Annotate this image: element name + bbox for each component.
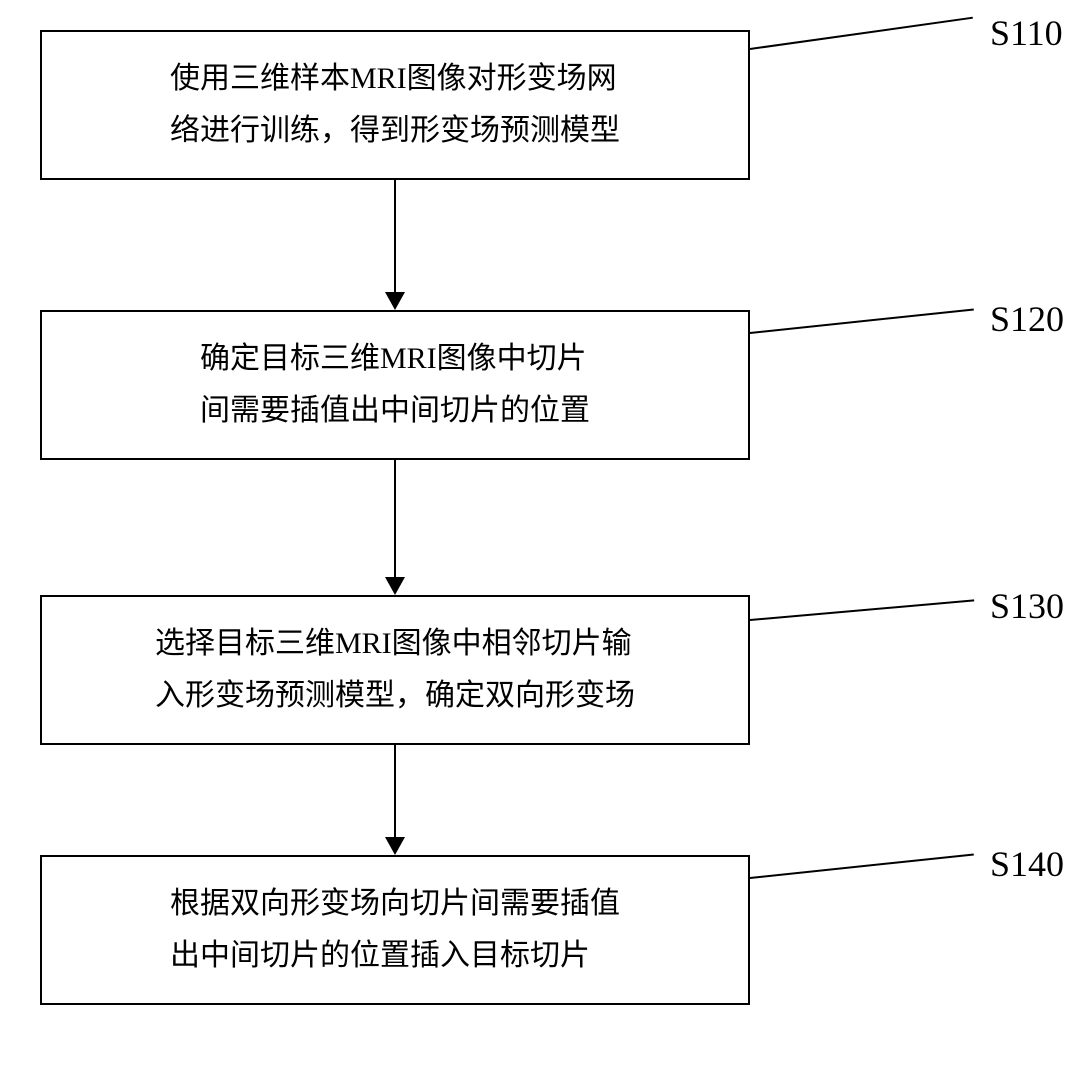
step-text-s120: 确定目标三维MRI图像中切片间需要插值出中间切片的位置 bbox=[200, 333, 590, 438]
leader-line-s130 bbox=[750, 599, 974, 621]
step-s110: 使用三维样本MRI图像对形变场网络进行训练，得到形变场预测模型 S110 bbox=[40, 30, 1040, 180]
arrow-down-icon bbox=[375, 745, 415, 855]
arrow-container-2 bbox=[40, 460, 750, 595]
step-box-s120: 确定目标三维MRI图像中切片间需要插值出中间切片的位置 bbox=[40, 310, 750, 460]
leader-line-s140 bbox=[750, 853, 974, 879]
step-text-s140: 根据双向形变场向切片间需要插值出中间切片的位置插入目标切片 bbox=[170, 878, 620, 983]
leader-line-s120 bbox=[750, 308, 974, 334]
flowchart-container: 使用三维样本MRI图像对形变场网络进行训练，得到形变场预测模型 S110 确定目… bbox=[40, 30, 1040, 1005]
step-box-s130: 选择目标三维MRI图像中相邻切片输入形变场预测模型，确定双向形变场 bbox=[40, 595, 750, 745]
step-label-s110: S110 bbox=[990, 12, 1063, 54]
arrow-down-icon bbox=[375, 180, 415, 310]
step-label-s130: S130 bbox=[990, 585, 1064, 627]
step-text-s130: 选择目标三维MRI图像中相邻切片输入形变场预测模型，确定双向形变场 bbox=[155, 618, 635, 723]
step-s140: 根据双向形变场向切片间需要插值出中间切片的位置插入目标切片 S140 bbox=[40, 855, 1040, 1005]
step-box-s140: 根据双向形变场向切片间需要插值出中间切片的位置插入目标切片 bbox=[40, 855, 750, 1005]
step-s130: 选择目标三维MRI图像中相邻切片输入形变场预测模型，确定双向形变场 S130 bbox=[40, 595, 1040, 745]
arrow-container-1 bbox=[40, 180, 750, 310]
step-label-s140: S140 bbox=[990, 843, 1064, 885]
step-label-s120: S120 bbox=[990, 298, 1064, 340]
step-text-s110: 使用三维样本MRI图像对形变场网络进行训练，得到形变场预测模型 bbox=[170, 53, 620, 158]
step-s120: 确定目标三维MRI图像中切片间需要插值出中间切片的位置 S120 bbox=[40, 310, 1040, 460]
step-box-s110: 使用三维样本MRI图像对形变场网络进行训练，得到形变场预测模型 bbox=[40, 30, 750, 180]
arrow-container-3 bbox=[40, 745, 750, 855]
leader-line-s110 bbox=[750, 17, 973, 50]
arrow-down-icon bbox=[375, 460, 415, 595]
